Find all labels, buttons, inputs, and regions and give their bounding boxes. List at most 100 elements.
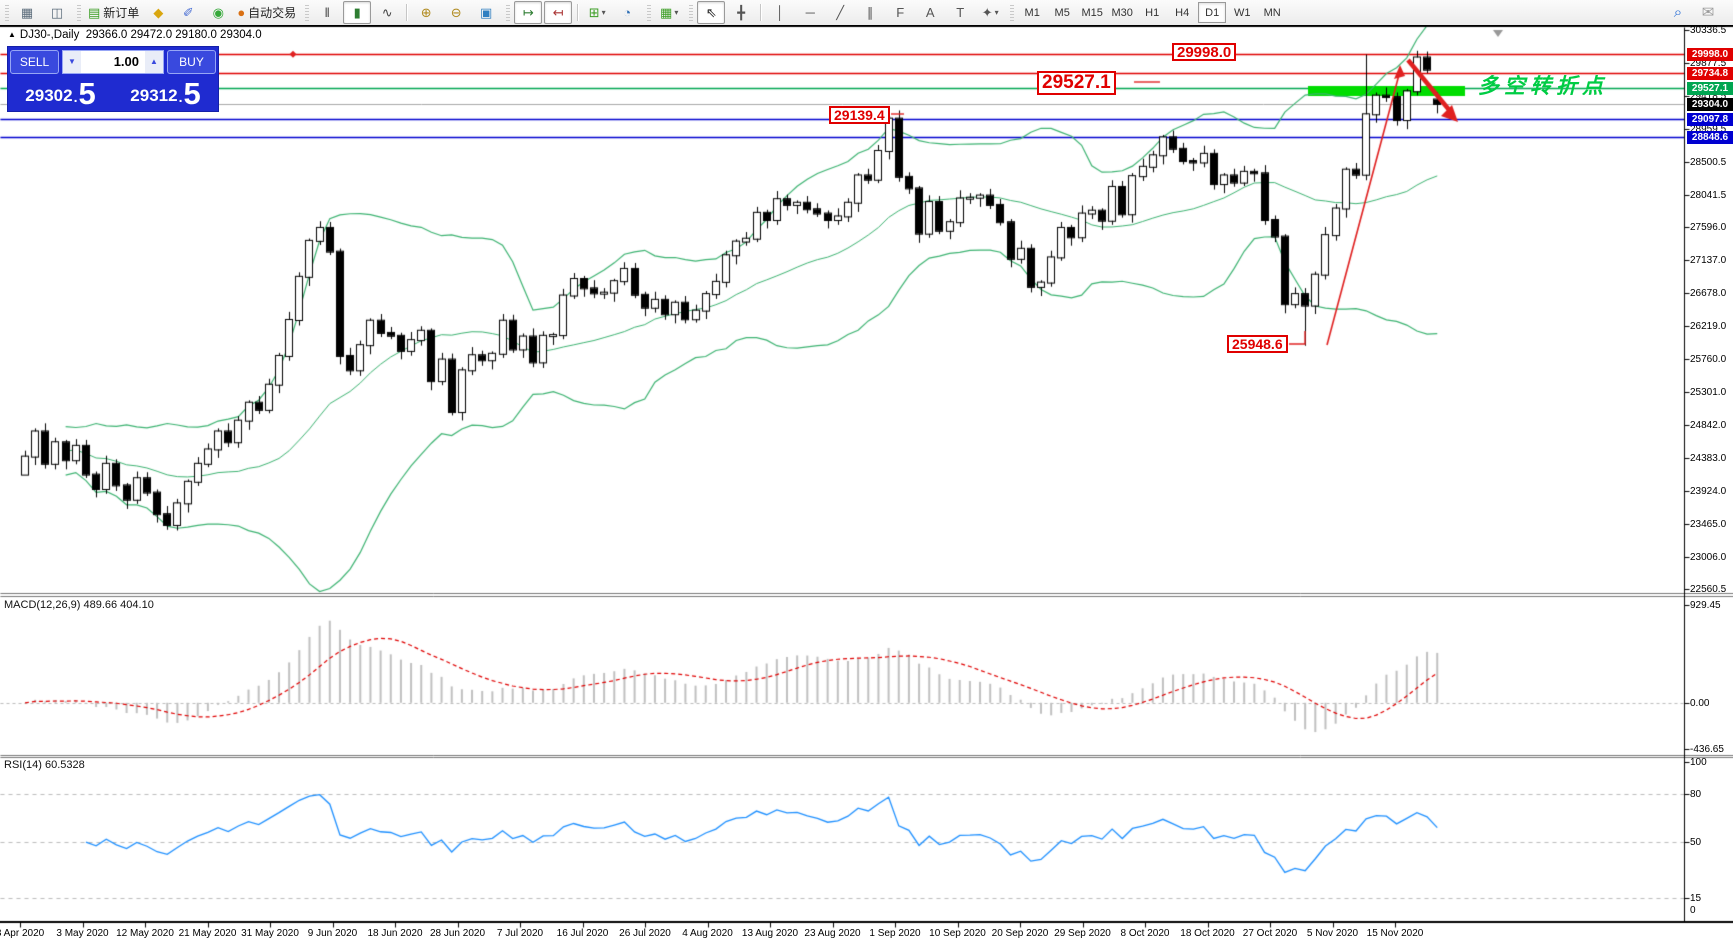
new-chart-window-icon[interactable]: ▦	[13, 1, 41, 24]
new-indicator-icon-dropdown[interactable]: ▾	[601, 8, 606, 17]
bar-chart-icon-glyph: ‖	[324, 5, 330, 20]
horizontal-line-icon[interactable]: ─	[796, 1, 824, 24]
volume-increase-button[interactable]: ▲	[145, 50, 163, 73]
arrows-icon[interactable]: ✦ ▾	[976, 1, 1004, 24]
line-chart-icon-glyph: ∿	[381, 5, 393, 20]
search-icon[interactable]: ⌕	[1664, 1, 1692, 24]
timeframe-mn[interactable]: MN	[1263, 6, 1281, 19]
line-chart-icon[interactable]: ∿	[373, 1, 401, 24]
trendline-icon[interactable]: ╱	[826, 1, 854, 24]
text-icon[interactable]: A	[916, 1, 944, 24]
sell-price-main: 29302	[25, 86, 73, 105]
date-axis-label: 23 Aug 2020	[804, 928, 861, 939]
price-tick-label: 29418.5	[1690, 90, 1727, 102]
tile-windows-icon[interactable]: ▣	[472, 1, 500, 24]
buy-button[interactable]: BUY	[167, 49, 216, 74]
cursor-icon-glyph: ⇖	[705, 5, 717, 20]
crosshair-icon[interactable]: ╋	[727, 1, 755, 24]
equidistant-channel-icon-glyph: ∥	[866, 5, 874, 20]
timeframe-group: M1 M5 M15 M30 H1 H4 D1 W1 MN	[1017, 0, 1287, 25]
clock-icon[interactable]: ◔	[613, 1, 641, 24]
timeframe-m30[interactable]: M30	[1111, 6, 1133, 19]
chart-shift-icon[interactable]: ↤	[544, 1, 573, 24]
toolbar-separator	[577, 4, 579, 21]
profiles-icon[interactable]: ◫	[43, 1, 71, 24]
price-tick-label: 28041.5	[1690, 189, 1727, 201]
macd-indicator-label: MACD(12,26,9) 489.66 404.10	[4, 599, 154, 611]
pivot-price-label[interactable]: 29527.1	[1037, 71, 1116, 95]
zoom-out-icon[interactable]: ⊖	[442, 1, 470, 24]
autotrading-button[interactable]: ● 自动交易	[234, 1, 299, 24]
timeframe-d1[interactable]: D1	[1198, 2, 1227, 23]
one-click-trading-panel: SELL ▼ 1.00 ▲ BUY 29302 . 5 29312 . 5	[7, 46, 219, 112]
community-chat-icon-glyph: ✉	[1701, 4, 1715, 21]
date-axis-label: 3 Apr 2020	[0, 928, 45, 939]
trendline-icon-glyph: ╱	[836, 5, 845, 20]
symbol-period-label: DJ30-,Daily	[19, 29, 80, 41]
price-tick-label: 27596.0	[1690, 221, 1727, 233]
buy-price-main: 29312	[130, 86, 178, 105]
date-axis-label: 13 Aug 2020	[741, 928, 799, 939]
template-icon[interactable]: ▦ ▾	[655, 1, 683, 24]
sell-button[interactable]: SELL	[10, 49, 59, 74]
text-label-icon-glyph: T	[956, 5, 965, 20]
new-order-button-glyph: ▤	[88, 5, 101, 20]
arrows-icon-dropdown[interactable]: ▾	[994, 8, 999, 17]
october-low-price-label[interactable]: 25948.6	[1227, 335, 1288, 353]
cursor-icon[interactable]: ⇖	[697, 1, 726, 24]
template-icon-dropdown[interactable]: ▾	[674, 8, 679, 17]
sell-price-frac: 5	[78, 76, 96, 111]
collapse-arrow-icon[interactable]: ▲	[8, 30, 16, 39]
timeframe-h4[interactable]: H4	[1175, 6, 1190, 19]
date-axis-label: 10 Sep 2020	[929, 928, 986, 939]
ohlc-values: 29366.0 29472.0 29180.0 29304.0	[85, 29, 262, 41]
text-label-icon[interactable]: T	[946, 1, 974, 24]
toolbar-grip	[77, 4, 81, 21]
new-order-button[interactable]: ▤ 新订单	[85, 1, 142, 24]
styler-icon[interactable]: ◆	[144, 1, 172, 24]
chart-shift-icon-glyph: ↤	[552, 5, 564, 20]
new-indicator-icon[interactable]: ⊞ ▾	[583, 1, 611, 24]
price-tag: 28848.6	[1687, 130, 1733, 144]
chart-title: ▲ DJ30-,Daily 29366.0 29472.0 29180.0 293…	[8, 29, 262, 41]
candlestick-chart-icon[interactable]: ▮	[343, 1, 372, 24]
metaeditor-icon-glyph: ✐	[182, 5, 194, 20]
price-tick-label: 28959.5	[1690, 123, 1727, 135]
candlestick-chart-icon-glyph: ▮	[353, 5, 361, 20]
buy-price-dot: .	[178, 89, 183, 105]
price-tag: 29097.8	[1687, 112, 1733, 126]
sell-price[interactable]: 29302 . 5	[8, 74, 113, 111]
community-chat-icon[interactable]: ✉	[1694, 1, 1722, 24]
fibonacci-icon[interactable]: F	[886, 1, 914, 24]
resistance-price-label[interactable]: 29998.0	[1172, 43, 1237, 61]
date-axis-label: 5 Nov 2020	[1306, 928, 1359, 939]
vertical-line-icon[interactable]: │	[766, 1, 794, 24]
volume-input[interactable]: 1.00	[113, 54, 139, 69]
date-axis-label: 18 Oct 2020	[1180, 928, 1235, 939]
rsi-tick-label: 80	[1690, 789, 1702, 800]
date-axis-label: 29 Sep 2020	[1054, 928, 1111, 939]
metaeditor-icon[interactable]: ✐	[174, 1, 202, 24]
signals-icon[interactable]: ◉	[204, 1, 232, 24]
timeframe-m15[interactable]: M15	[1081, 6, 1103, 19]
timeframe-m5[interactable]: M5	[1054, 6, 1070, 19]
new-indicator-icon-glyph: ⊞	[588, 5, 600, 20]
toolbar-grip	[506, 4, 511, 21]
zoom-in-icon[interactable]: ⊕	[412, 1, 440, 24]
bar-chart-icon[interactable]: ‖	[313, 1, 341, 24]
timeframe-m1[interactable]: M1	[1024, 6, 1040, 19]
price-tick-label: 23465.0	[1690, 518, 1727, 530]
volume-decrease-button[interactable]: ▼	[63, 50, 81, 73]
equidistant-channel-icon[interactable]: ∥	[856, 1, 884, 24]
date-axis-label: 27 Oct 2020	[1242, 928, 1298, 939]
date-axis-label: 16 Jul 2020	[556, 928, 609, 939]
rsi-tick-label: 100	[1690, 757, 1707, 768]
auto-scroll-icon[interactable]: ↦	[514, 1, 543, 24]
buy-price[interactable]: 29312 . 5	[113, 74, 218, 111]
timeframe-h1[interactable]: H1	[1145, 6, 1160, 19]
price-chart-canvas[interactable]	[0, 25, 1733, 950]
timeframe-w1[interactable]: W1	[1233, 6, 1251, 19]
september-high-price-label[interactable]: 29139.4	[829, 106, 890, 124]
pivot-annotation-text[interactable]: 多空转折点	[1478, 75, 1608, 98]
price-tag: 29734.8	[1687, 66, 1733, 80]
